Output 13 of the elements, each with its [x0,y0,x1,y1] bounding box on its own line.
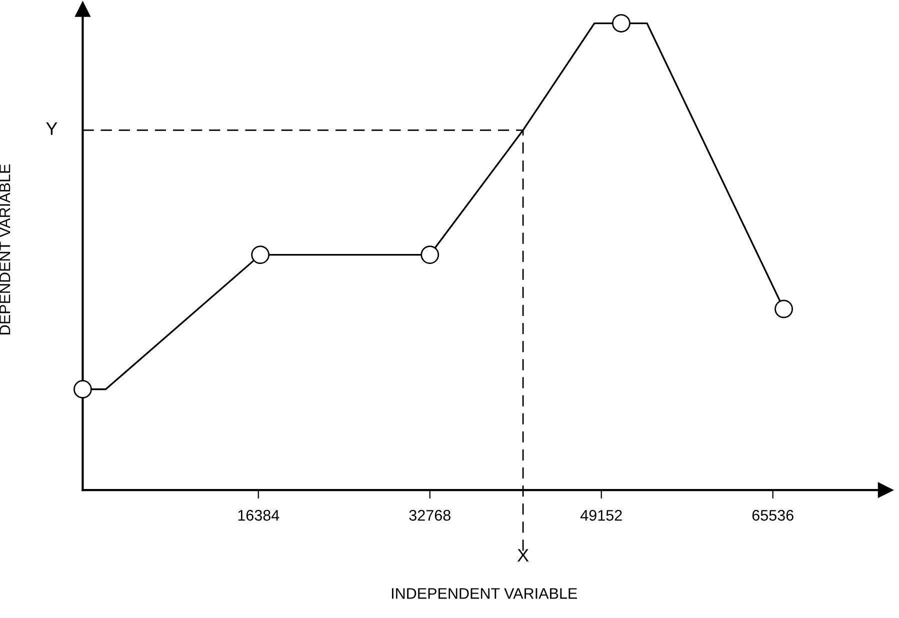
x-tick-label: 32768 [409,510,450,521]
point [74,380,92,398]
ref-line-label: X [517,549,529,562]
y-axis-title: DEPENDENT VARIABLE [0,164,10,334]
point [774,300,793,318]
point [420,246,440,264]
x-tick-label: 16384 [238,510,280,521]
point [251,246,270,264]
x-tick-label: 65536 [752,510,794,521]
x-axis-title: INDEPENDENT VARIABLE [392,588,577,599]
x-tick-label: 49152 [580,510,622,521]
point [612,14,630,32]
ref-line-label: Y [46,122,58,135]
